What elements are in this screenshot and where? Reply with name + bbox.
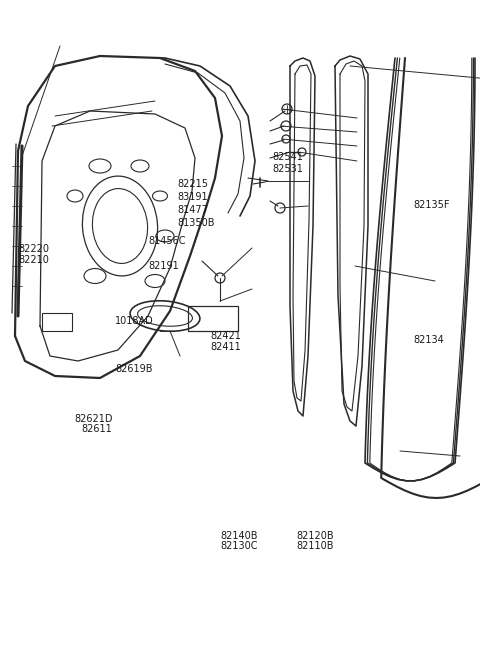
Text: 81456C: 81456C [149,236,186,247]
Text: 82611: 82611 [82,424,112,434]
Text: 82215: 82215 [178,178,209,189]
Text: 82621D: 82621D [74,413,113,424]
Text: 82220: 82220 [18,244,49,255]
Bar [42,313,72,331]
Text: 82135F: 82135F [414,199,450,210]
Text: 82140B: 82140B [221,531,258,541]
Text: 81350B: 81350B [178,218,215,228]
Text: 82531: 82531 [273,163,303,174]
Text: 82110B: 82110B [297,541,334,552]
Text: 83191: 83191 [178,192,208,202]
Text: 82210: 82210 [18,255,49,266]
Text: 82120B: 82120B [297,531,334,541]
Text: 1018AD: 1018AD [115,316,154,327]
Text: 82411: 82411 [210,342,241,352]
Text: 82619B: 82619B [115,364,153,375]
Text: 82134: 82134 [414,335,444,345]
Text: 82191: 82191 [149,260,180,271]
Bar [188,306,238,331]
Text: 82421: 82421 [210,331,241,341]
Text: 82541: 82541 [273,152,303,163]
Text: 82130C: 82130C [221,541,258,552]
Text: 81477: 81477 [178,205,208,215]
